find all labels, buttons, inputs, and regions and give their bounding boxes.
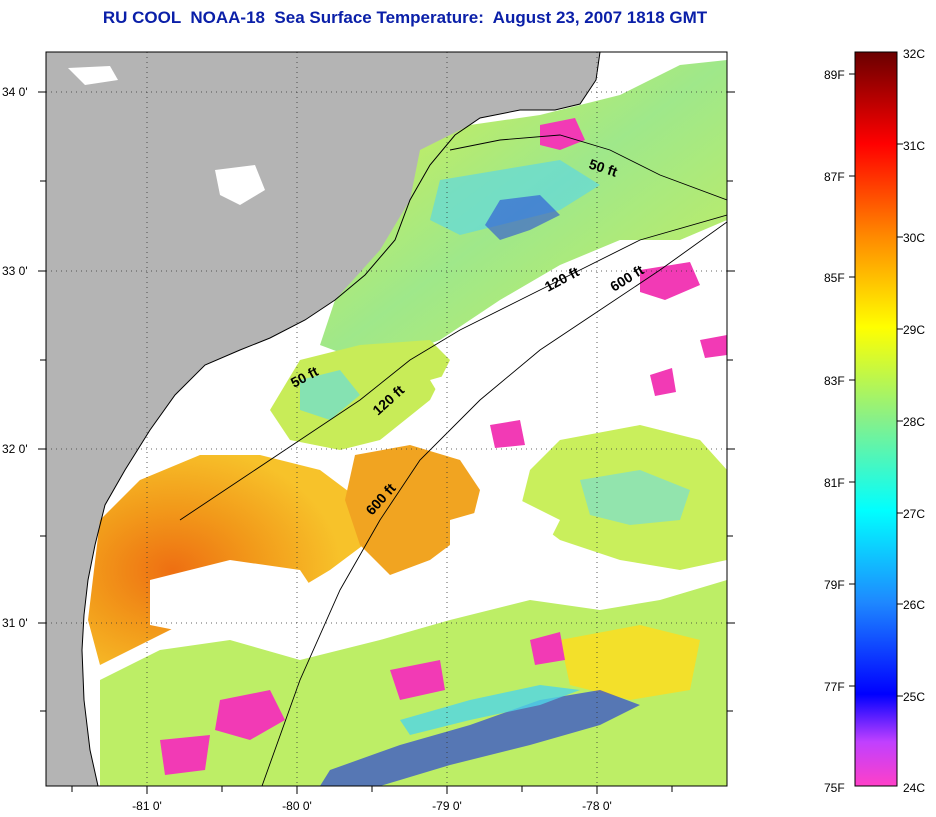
fahrenheit-label: 75F (824, 781, 845, 795)
celsius-label: 32C (903, 47, 925, 61)
lon-tick-label: -80 0' (282, 799, 312, 813)
fahrenheit-label: 77F (824, 680, 845, 694)
isobath-120ft (179, 214, 727, 521)
fahrenheit-label: 83F (824, 374, 845, 388)
fahrenheit-label: 87F (824, 170, 845, 184)
lon-tick-label: -78 0' (582, 799, 612, 813)
magenta-patch (540, 118, 585, 150)
coastline (81, 52, 601, 786)
land-mass (46, 52, 600, 786)
magenta-patch (160, 735, 210, 775)
cyan-streak-north (430, 160, 600, 235)
cloud-gap (590, 270, 727, 430)
magenta-patch (640, 262, 700, 300)
magenta-patch (700, 335, 727, 358)
cloud-gap (450, 500, 560, 580)
blue-streak-north (485, 195, 560, 240)
magenta-patch (215, 690, 285, 740)
lat-tick-label: 34 0' (2, 85, 28, 99)
blue-streak-south (320, 690, 640, 786)
warm-water-patch-east (345, 445, 480, 575)
cyan-patch-east (580, 470, 690, 525)
celsius-label: 28C (903, 415, 925, 429)
yellow-patch-south (560, 625, 700, 700)
celsius-label: 27C (903, 507, 925, 521)
magenta-patch (390, 660, 445, 700)
fahrenheit-label: 85F (824, 271, 845, 285)
map-frame (45, 51, 728, 787)
graticule (46, 52, 727, 786)
celsius-label: 30C (903, 231, 925, 245)
lat-tick-label: 31 0' (2, 616, 28, 630)
cyan-streak-south (400, 685, 580, 735)
fahrenheit-label: 81F (824, 476, 845, 490)
map-ticks (38, 91, 735, 794)
celsius-label: 29C (903, 323, 925, 337)
celsius-label: 24C (903, 781, 925, 795)
magenta-patch (530, 632, 565, 665)
map-field (46, 52, 727, 786)
fahrenheit-label: 89F (824, 68, 845, 82)
lon-tick-label: -81 0' (132, 799, 162, 813)
isobath-50ft (449, 134, 727, 201)
color-scale-ticks (849, 73, 903, 697)
celsius-label: 31C (903, 139, 925, 153)
cyan-patch-mid (300, 370, 360, 420)
cloud-gap (430, 360, 570, 440)
celsius-label: 25C (903, 690, 925, 704)
color-scale-bar (854, 51, 898, 787)
magenta-patch (650, 368, 676, 396)
cloud-gap (150, 560, 320, 635)
lat-tick-label: 33 0' (2, 264, 28, 278)
celsius-label: 26C (903, 598, 925, 612)
chart-title: RU COOL NOAA-18 Sea Surface Temperature:… (102, 8, 708, 27)
fahrenheit-label: 79F (824, 578, 845, 592)
isobath-600ft (261, 221, 727, 786)
magenta-patch (490, 420, 525, 448)
inland-white-blob (68, 66, 118, 85)
lon-tick-label: -79 0' (432, 799, 462, 813)
inland-white-blob (215, 165, 265, 205)
lat-tick-label: 32 0' (2, 442, 28, 456)
